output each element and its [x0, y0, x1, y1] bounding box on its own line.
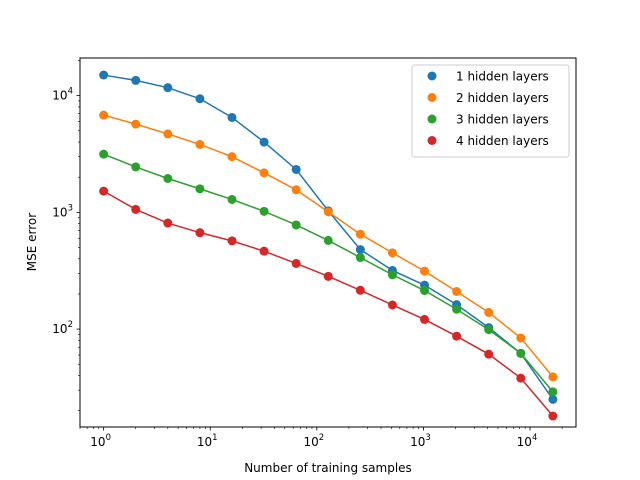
data-point-s4-14 — [516, 373, 526, 383]
data-point-s4-10 — [387, 300, 397, 310]
data-point-s1-1 — [99, 70, 109, 80]
data-point-s2-15 — [548, 372, 558, 382]
data-point-s2-5 — [227, 152, 237, 162]
data-point-s4-15 — [548, 411, 558, 421]
data-point-s4-4 — [195, 228, 205, 238]
legend-label-1: 1 hidden layers — [456, 70, 549, 84]
data-point-s1-7 — [291, 164, 301, 174]
data-point-s2-11 — [420, 266, 430, 276]
data-point-s3-6 — [259, 206, 269, 216]
data-point-s1-5 — [227, 112, 237, 122]
legend-box — [411, 64, 570, 158]
x-tick-label-4: 103 — [410, 433, 431, 449]
data-point-s3-13 — [484, 325, 494, 335]
data-point-s3-8 — [323, 235, 333, 245]
data-point-s1-9 — [355, 245, 365, 255]
legend: 1 hidden layers 2 hidden layers 3 hidden l… — [411, 64, 570, 158]
data-point-s1-4 — [195, 94, 205, 104]
legend-marker-2 — [427, 93, 437, 102]
data-point-s4-5 — [227, 236, 237, 246]
y-axis-title: MSE error — [25, 213, 39, 271]
data-point-s4-8 — [323, 271, 333, 281]
data-point-s2-4 — [195, 139, 205, 149]
data-point-s2-8 — [323, 207, 333, 217]
data-point-s3-5 — [227, 194, 237, 204]
data-point-s4-12 — [452, 331, 462, 341]
data-point-s2-3 — [163, 129, 173, 139]
data-point-s4-2 — [131, 204, 141, 214]
legend-marker-4 — [427, 136, 437, 145]
legend-marker-1 — [427, 71, 437, 81]
x-axis-title: Number of training samples — [244, 461, 412, 475]
data-point-s4-1 — [99, 186, 109, 196]
legend-marker-3 — [427, 114, 437, 124]
data-point-s3-15 — [548, 387, 558, 397]
legend-label-3: 3 hidden layers — [456, 113, 549, 127]
legend-label-4: 4 hidden layers — [456, 134, 549, 148]
plot-frame — [79, 57, 577, 428]
data-point-s3-1 — [99, 149, 109, 159]
data-point-s2-6 — [259, 168, 269, 178]
data-point-s2-2 — [131, 119, 141, 129]
x-tick-label-2: 101 — [197, 433, 218, 449]
data-point-s2-10 — [387, 248, 397, 258]
data-point-s3-14 — [516, 348, 526, 358]
x-tick-label-1: 100 — [90, 433, 111, 449]
data-point-s4-13 — [484, 349, 494, 359]
data-point-s3-10 — [387, 270, 397, 280]
data-point-s3-12 — [452, 304, 462, 314]
data-point-s3-3 — [163, 174, 173, 183]
data-point-s1-6 — [259, 137, 269, 147]
data-point-s2-14 — [516, 333, 526, 343]
ticks-layer: 100 101 102 103 104 102 103 104 — [52, 60, 563, 449]
data-point-s4-11 — [420, 314, 430, 324]
data-point-s2-7 — [291, 185, 301, 195]
x-tick-label-3: 102 — [303, 433, 324, 449]
data-point-s2-1 — [99, 110, 109, 120]
data-point-s1-15 — [548, 394, 558, 404]
data-point-s3-7 — [291, 220, 301, 230]
series-layer — [99, 70, 558, 421]
data-point-s2-12 — [452, 286, 462, 296]
y-tick-label-1: 102 — [52, 320, 73, 336]
y-tick-label-2: 103 — [52, 203, 73, 219]
data-point-s4-9 — [355, 285, 365, 295]
data-point-s3-11 — [420, 286, 430, 296]
data-point-s3-9 — [355, 253, 365, 263]
data-point-s1-3 — [163, 83, 173, 93]
x-tick-label-5: 104 — [517, 433, 538, 449]
data-point-s3-2 — [131, 162, 141, 172]
data-point-s2-13 — [484, 307, 494, 317]
data-point-s1-2 — [131, 75, 141, 85]
legend-label-2: 2 hidden layers — [456, 91, 549, 105]
data-point-s4-3 — [163, 218, 173, 228]
data-point-s2-9 — [355, 229, 365, 239]
data-point-s4-6 — [259, 246, 269, 256]
data-point-s4-7 — [291, 258, 301, 268]
y-tick-label-3: 104 — [52, 87, 73, 103]
data-point-s3-4 — [195, 184, 205, 194]
